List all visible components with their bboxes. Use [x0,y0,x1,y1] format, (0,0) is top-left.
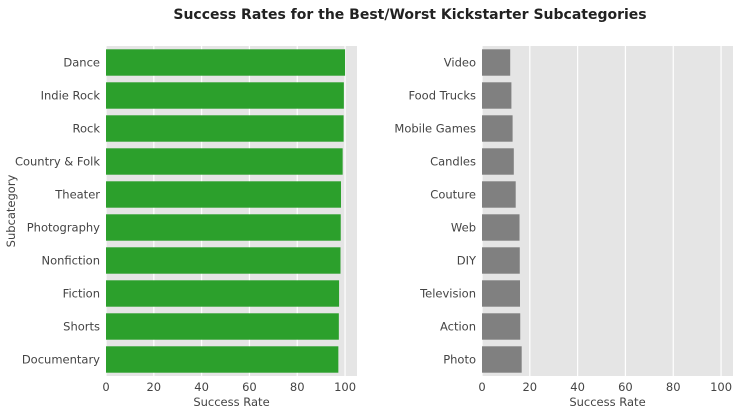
x-tick-label: 20 [522,380,537,394]
category-label: Dance [63,56,100,70]
bar-web [482,214,520,241]
category-label: Food Trucks [408,89,476,103]
category-label: Candles [430,155,476,169]
category-label: Country & Folk [15,155,100,169]
bar-candles [482,148,514,175]
bar-rock [106,115,344,142]
x-tick-label: 80 [666,380,681,394]
bar-dance [106,49,346,76]
bar-theater [106,181,341,208]
plot-background [482,46,733,376]
bar-video [482,49,511,76]
x-tick-label: 20 [146,380,161,394]
category-label: Shorts [63,320,100,334]
category-label: Couture [430,188,476,202]
bar-food-trucks [482,82,512,109]
bar-fiction [106,280,340,307]
x-axis-label: Success Rate [193,395,269,409]
right-panel: Video Food Trucks Mobile Games Candles Coutu… [394,46,733,409]
bar-photo [482,346,522,373]
x-axis-label: Success Rate [569,395,645,409]
x-tick-label: 80 [290,380,305,394]
bar-nonfiction [106,247,341,274]
category-label: Rock [73,122,101,136]
x-tick-label: 0 [478,380,485,394]
category-label: Video [444,56,476,70]
figure-title: Success Rates for the Best/Worst Kicksta… [173,7,646,23]
category-label: Documentary [22,353,100,367]
category-label: Web [451,221,476,235]
x-tick-label: 0 [102,380,109,394]
bar-indie-rock [106,82,344,109]
category-label: Photo [443,353,476,367]
category-label: Action [440,320,476,334]
bar-couture [482,181,516,208]
bar-country-folk [106,148,343,175]
x-tick-label: 40 [194,380,209,394]
x-tick-label: 60 [242,380,257,394]
category-label: Nonfiction [41,254,100,268]
category-label: Theater [54,188,100,202]
x-tick-label: 100 [710,380,732,394]
bar-photography [106,214,341,241]
bar-television [482,280,521,307]
left-panel: Dance Indie Rock Rock Country & Folk Theater… [4,46,357,409]
category-label: DIY [457,254,477,268]
bar-shorts [106,313,339,340]
x-tick-label: 60 [618,380,633,394]
category-label: Television [419,287,476,301]
bar-documentary [106,346,339,373]
category-label: Fiction [63,287,100,301]
y-axis-label: Subcategory [4,174,18,247]
bar-diy [482,247,520,274]
category-label: Mobile Games [394,122,476,136]
x-tick-label: 40 [570,380,585,394]
bar-mobile-games [482,115,513,142]
category-label: Indie Rock [41,89,101,103]
bar-action [482,313,521,340]
category-label: Photography [27,221,100,235]
x-tick-label: 100 [334,380,356,394]
